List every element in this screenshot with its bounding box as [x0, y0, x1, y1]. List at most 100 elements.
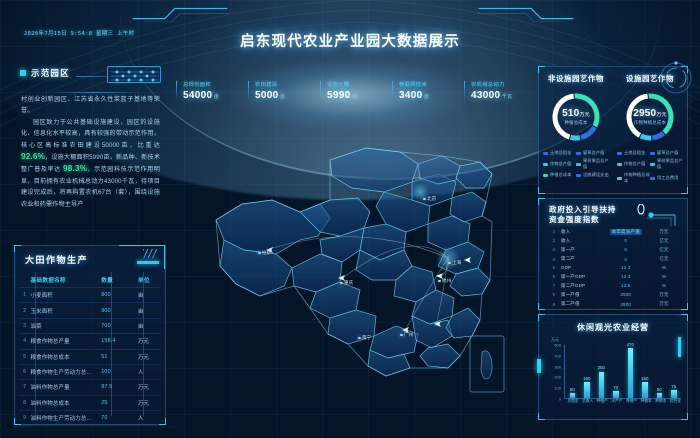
field-crop-production-panel: 大田作物生产 基础数据名称 数量 单位 1 小麦面积 800 亩 2 玉米面积 900 亩 3 油…: [14, 245, 166, 426]
map-city-label[interactable]: 广州: [400, 332, 413, 338]
row-name: 收入: [560, 237, 571, 243]
kpi-card[interactable]: 农机械总动力 43000 千瓦: [464, 80, 536, 104]
bar-wrapper[interactable]: 75: [670, 345, 678, 398]
city-name: 广州: [404, 332, 414, 337]
legend-item[interactable]: 雇草总产值: [576, 150, 609, 156]
table-row[interactable]: 7 油料作物总产量 87.5 万元: [19, 380, 161, 396]
table-row[interactable]: 8 油料作物总成本 25 万元: [19, 395, 161, 411]
kpi-card[interactable]: 物联网技术 3400 亩: [392, 80, 464, 104]
map-city-label[interactable]: 南宁: [358, 335, 371, 341]
bar-wrapper[interactable]: 250: [597, 345, 605, 398]
gov-table-row[interactable]: 4 第二产 0 亿元: [547, 255, 679, 264]
row-name: 收入: [560, 228, 571, 234]
bar[interactable]: [671, 390, 677, 398]
kpi-card[interactable]: 总规划面积 54000 亩: [176, 80, 248, 104]
bar[interactable]: [569, 392, 575, 398]
row-unit: 万元: [137, 400, 150, 407]
kpi-value: 3400 亩: [399, 90, 430, 101]
legend-item[interactable]: 作物总产值: [543, 158, 576, 170]
bar[interactable]: [613, 390, 619, 398]
bar[interactable]: [627, 348, 633, 398]
row-name: 粮食作物总产量: [30, 339, 70, 346]
page-title: 启东现代农业产业园大数据展示: [240, 34, 460, 50]
gov-table-row[interactable]: 1 收入 本年度总产值 万元: [547, 227, 679, 236]
donut-unit: 万元: [579, 112, 590, 118]
legend-swatch-icon: [617, 176, 622, 180]
map-city-label[interactable]: 北京: [423, 196, 436, 202]
row-name: 油料作物生产劳动力总...: [30, 416, 92, 423]
col-value: 数量: [101, 277, 113, 284]
corner-bl: [538, 303, 545, 310]
table-row[interactable]: 9 油料作物生产劳动力总... 70 人: [19, 411, 161, 426]
x-tick-label: 总收入: [581, 399, 594, 403]
donut-chart[interactable]: 2950万元 作物种植总成本: [623, 90, 677, 144]
legend-item[interactable]: 果树果品总产值: [650, 158, 683, 170]
gov-table-row[interactable]: 3 第一产 0 亿元: [547, 245, 679, 254]
gov-table-row[interactable]: 5 GDP 12.3%: [547, 264, 679, 272]
bar-value-label: 50: [569, 386, 575, 392]
table-row[interactable]: 2 玉米面积 900 亩: [19, 303, 161, 319]
map-outer-outline: [215, 147, 493, 377]
bar-wrapper[interactable]: 70: [612, 345, 620, 398]
map-city-label[interactable]: 重庆: [340, 280, 353, 286]
table-row[interactable]: 6 粮食作物生产劳动力总... 100 人: [19, 364, 161, 380]
gov-table-row[interactable]: 8 第一产值 2500 万元: [547, 290, 679, 299]
bar-value-label: 50: [656, 386, 662, 392]
bar-value-label: 470: [626, 342, 634, 348]
gov-table-row[interactable]: 2 收入 0 亿元: [547, 236, 679, 245]
legend-item[interactable]: 作物总产值: [617, 158, 650, 170]
bar-wrapper[interactable]: 470: [626, 342, 634, 398]
map-city-label[interactable]: 拉萨: [258, 250, 271, 256]
row-index: 7: [552, 283, 556, 289]
corner-tr: [681, 66, 688, 73]
table-row[interactable]: 4 粮食作物总产量 158.4 万元: [19, 334, 161, 349]
gov-table-row[interactable]: 9 第二产值 2500 万元: [547, 300, 679, 309]
gov-table-row[interactable]: 7 第二产GDP 12.5%: [547, 281, 679, 290]
bar[interactable]: [656, 392, 662, 398]
gov-table-row[interactable]: 6 第一产GDP 12.4%: [547, 272, 679, 281]
col-index: [19, 272, 31, 288]
legend-item[interactable]: 土地总租金: [617, 150, 650, 156]
corner-bl: [14, 418, 21, 425]
donut-chart[interactable]: 510万元 种植总成本: [549, 90, 603, 144]
row-index: 5: [552, 265, 556, 271]
table-divider-3: [143, 272, 144, 416]
row-index: 6: [552, 274, 556, 280]
table-row[interactable]: 5 粮食作物总成本 51 万元: [19, 349, 161, 365]
bar-wrapper[interactable]: 50: [655, 345, 663, 398]
legend-item[interactable]: 用工总费用: [650, 172, 683, 184]
table-row[interactable]: 3 油菜 700 亩: [19, 318, 161, 334]
row-name: 粮食作物总成本: [30, 354, 70, 361]
legend-item[interactable]: 种植总成本: [543, 172, 576, 178]
title-rule-secondary: [50, 92, 142, 93]
china-map[interactable]: 北京上海 拉萨重庆 杭州南宁 广州: [180, 100, 532, 430]
row-value: 51: [101, 353, 108, 360]
legend-item[interactable]: 雇草总产值: [650, 150, 683, 156]
row-value: 87.5: [101, 384, 113, 391]
bar[interactable]: [642, 382, 648, 398]
row-index: 5: [23, 353, 27, 360]
legend-item[interactable]: 设施建设支出: [576, 172, 609, 178]
donut-center: 510万元 种植总成本: [549, 90, 603, 144]
bar-wrapper[interactable]: 150: [583, 345, 591, 398]
legend-swatch-icon: [617, 151, 622, 155]
x-axis-labels: 总租金 总收入 种植产 水产产 养殖产 种植本 养殖本 综合支: [564, 399, 681, 411]
kpi-card[interactable]: 设施大棚 5990 亩: [320, 80, 392, 104]
row-index: 1: [23, 292, 27, 299]
legend-item[interactable]: 土地总租金: [543, 150, 576, 156]
legend-item[interactable]: 果树果品总产值: [576, 158, 609, 170]
bar[interactable]: [598, 371, 604, 398]
legend-label: 果树果品总产值: [583, 158, 609, 169]
bar[interactable]: [584, 382, 590, 398]
kpi-card[interactable]: 农田建设 5000 亩: [248, 80, 320, 104]
x-tick-label: 养殖产: [625, 399, 638, 403]
bar-wrapper[interactable]: 150: [641, 345, 649, 398]
legend-item[interactable]: 作物种植总成本: [617, 172, 650, 184]
map-city-label[interactable]: 上海: [448, 260, 461, 266]
map-city-label[interactable]: 杭州: [438, 278, 451, 284]
corner-tr: [681, 314, 688, 321]
bar-wrapper[interactable]: 50: [568, 345, 576, 398]
field-crop-table: 基础数据名称 数量 单位 1 小麦面积 800 亩 2 玉米面积 900 亩 3 油菜 700 亩 4 粮…: [19, 272, 161, 426]
table-row[interactable]: 1 小麦面积 800 亩: [19, 288, 161, 303]
